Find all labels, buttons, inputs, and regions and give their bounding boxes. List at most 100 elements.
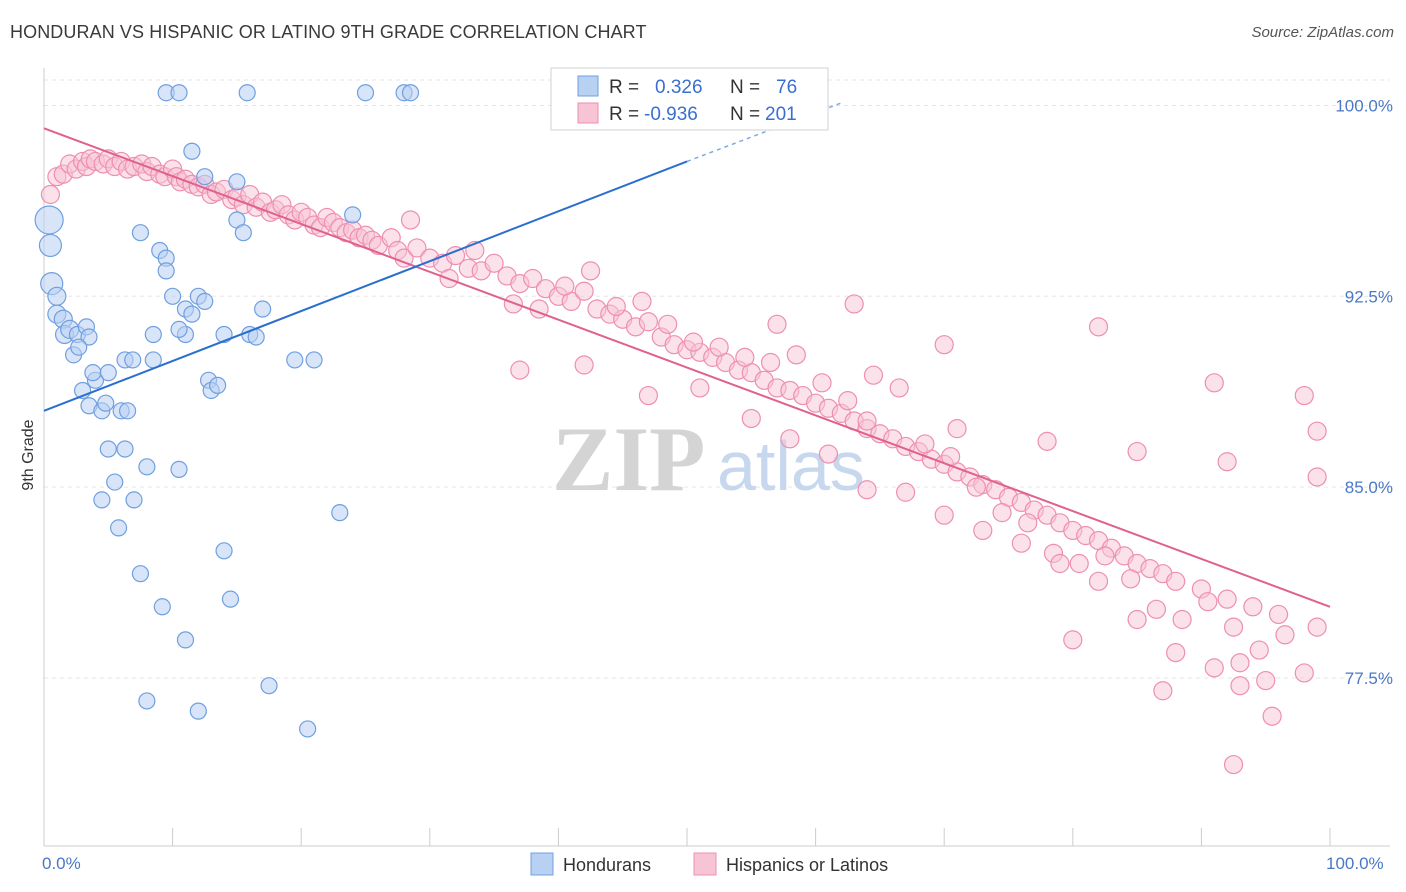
- hispanics-trend-line: [43, 127, 1331, 608]
- honduran-point: [183, 142, 201, 160]
- hispanic-point: [574, 281, 594, 301]
- honduran-point: [93, 491, 111, 509]
- hispanic-point: [1069, 553, 1089, 574]
- y-tick-label: 100.0%: [1335, 96, 1393, 115]
- honduran-point: [131, 565, 150, 583]
- hispanics-points: [40, 149, 1327, 775]
- honduran-point: [221, 590, 240, 608]
- x-tick-label-max: 100.0%: [1326, 854, 1384, 873]
- hispanic-point: [1307, 617, 1327, 637]
- hispanic-point: [1243, 597, 1263, 617]
- chart-source: Source: ZipAtlas.com: [1251, 24, 1394, 41]
- honduran-point: [234, 224, 252, 242]
- hispanic-point: [973, 520, 993, 541]
- honduran-point: [344, 206, 362, 224]
- hispanic-point: [1153, 681, 1173, 701]
- hispanic-point: [1294, 663, 1314, 683]
- honduran-point: [299, 720, 317, 738]
- honduran-point: [138, 458, 156, 476]
- hispanic-point: [1230, 676, 1250, 696]
- honduran-point: [260, 677, 278, 695]
- hispanic-point: [1217, 452, 1237, 472]
- honduran-point: [305, 351, 323, 369]
- y-tick-label: 77.5%: [1345, 669, 1393, 688]
- honduran-point: [254, 300, 272, 318]
- hispanic-point: [1275, 625, 1295, 645]
- honduran-point: [401, 84, 420, 102]
- hispanic-point: [1217, 589, 1237, 609]
- hispanic-point: [934, 335, 954, 355]
- hispanic-point: [786, 345, 806, 365]
- hispanic-point: [1204, 658, 1224, 678]
- honduran-point: [116, 440, 134, 458]
- honduran-point: [189, 702, 207, 720]
- hispanic-point: [760, 352, 781, 373]
- hispanic-point: [574, 355, 594, 375]
- hispanic-point: [510, 360, 530, 380]
- hispanic-point: [780, 429, 800, 449]
- legend-r-label-hondurans: R =: [609, 77, 639, 98]
- honduran-point: [331, 504, 349, 522]
- y-axis-title: 9th Grade: [20, 419, 37, 490]
- honduran-point: [196, 168, 214, 186]
- hispanic-point: [857, 480, 877, 500]
- honduran-point: [153, 598, 171, 616]
- hispanic-point: [1223, 754, 1244, 775]
- hispanic-point: [818, 444, 839, 464]
- y-tick-labels: 100.0% 92.5% 85.0% 77.5%: [1335, 96, 1393, 688]
- bottom-legend: Hondurans Hispanics or Latinos: [530, 852, 888, 876]
- hispanic-point: [632, 291, 652, 312]
- hispanic-point: [709, 337, 729, 357]
- hispanic-point: [1127, 441, 1147, 462]
- chart-title: HONDURAN VS HISPANIC OR LATINO 9TH GRADE…: [10, 22, 647, 42]
- honduran-point: [286, 351, 304, 369]
- hispanic-point: [1018, 513, 1038, 533]
- hispanic-point: [1011, 533, 1031, 553]
- honduran-point: [209, 376, 227, 394]
- hispanic-point: [889, 378, 909, 398]
- legend-n-value-hispanics: 201: [765, 104, 797, 125]
- hondurans-trend-line: [43, 160, 688, 412]
- hispanic-point: [606, 296, 626, 317]
- hispanic-point: [1088, 317, 1109, 337]
- legend-swatch-hondurans: [577, 75, 599, 97]
- hispanic-point: [1294, 385, 1314, 406]
- hispanic-point: [1256, 670, 1276, 691]
- hispanic-point: [1127, 609, 1147, 630]
- honduran-point: [183, 305, 201, 323]
- watermark-zip: ZIP: [552, 408, 705, 510]
- hispanic-point: [812, 373, 832, 393]
- hispanic-point: [40, 184, 61, 205]
- legend-n-value-hondurans: 76: [776, 77, 797, 98]
- honduran-point: [144, 325, 162, 344]
- honduran-point: [47, 286, 67, 306]
- hispanic-point: [690, 378, 710, 398]
- honduran-point: [170, 460, 188, 478]
- hondurans-points: [34, 84, 420, 738]
- bottom-legend-label-hondurans: Hondurans: [563, 855, 651, 875]
- watermark: ZIP atlas: [552, 408, 865, 510]
- hispanic-point: [555, 276, 575, 296]
- hispanic-point: [400, 210, 421, 230]
- honduran-point: [131, 224, 150, 242]
- hispanic-point: [1063, 630, 1083, 650]
- hispanic-point: [1037, 431, 1057, 451]
- hispanic-point: [1088, 571, 1109, 591]
- hispanic-point: [523, 268, 543, 289]
- honduran-point: [238, 84, 256, 102]
- honduran-point: [196, 292, 214, 311]
- hispanic-point: [966, 477, 986, 497]
- hispanic-point: [638, 312, 659, 332]
- legend-swatch-hispanics: [577, 102, 599, 124]
- hispanic-point: [767, 314, 787, 334]
- hispanic-point: [407, 238, 427, 258]
- legend-r-value-hispanics: -0.936: [644, 104, 698, 125]
- bottom-legend-swatch-hondurans: [530, 852, 554, 876]
- x-tick-label-min: 0.0%: [42, 854, 81, 873]
- legend-r-value-hondurans: 0.326: [655, 77, 703, 98]
- honduran-point: [124, 351, 142, 369]
- honduran-point: [228, 173, 246, 191]
- hispanic-point: [658, 314, 678, 334]
- hispanic-point: [741, 408, 761, 429]
- hispanic-point: [1307, 467, 1327, 487]
